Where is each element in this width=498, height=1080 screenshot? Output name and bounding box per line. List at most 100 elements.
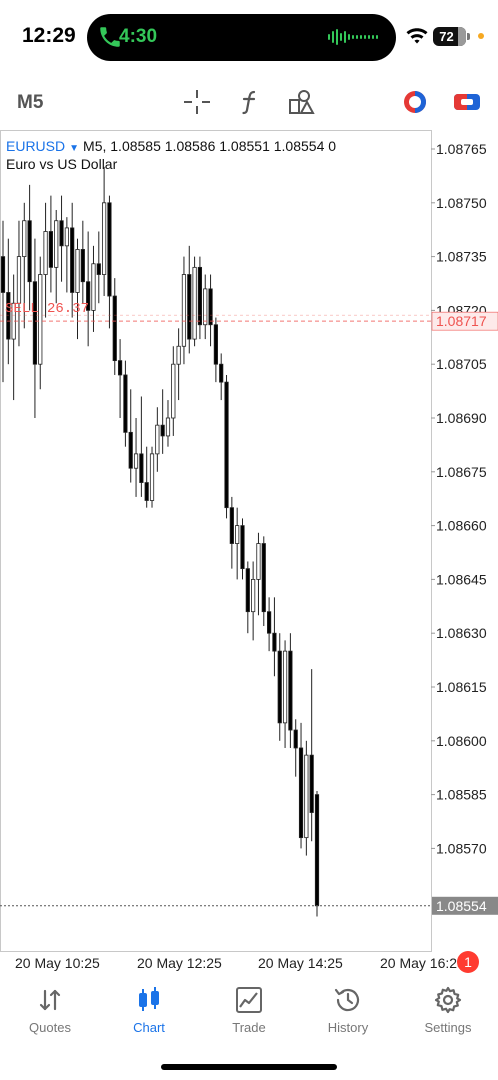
candle-body-bear xyxy=(160,424,165,437)
symbol-description: Euro vs US Dollar xyxy=(6,156,118,172)
candle xyxy=(282,640,288,748)
candle-body-bull xyxy=(155,424,160,455)
chart-icon xyxy=(139,987,159,1011)
candle xyxy=(59,195,64,282)
indicators-icon[interactable] xyxy=(234,88,264,116)
color-scheme-icon[interactable] xyxy=(400,88,430,116)
candle xyxy=(70,202,75,318)
symbol-dropdown-icon[interactable]: ▼ xyxy=(69,143,80,154)
symbol-timeframe: M5 xyxy=(83,138,103,154)
objects-icon[interactable] xyxy=(287,88,317,116)
tab-history[interactable]: History xyxy=(298,980,398,1040)
status-time: 12:29 xyxy=(22,24,76,47)
price-tick-label: 1.08735 xyxy=(436,249,487,265)
tab-quotes[interactable]: Quotes xyxy=(0,980,100,1040)
symbol-header[interactable]: EURUSD ▼ M5, 1.08585 1.08586 1.08551 1.085… xyxy=(6,138,337,154)
candle-body-bear xyxy=(224,381,229,509)
candle-body-bear xyxy=(245,568,250,613)
tab-trade[interactable]: Trade xyxy=(199,980,299,1040)
candle xyxy=(128,389,133,483)
price-tick-label: 1.08750 xyxy=(436,195,487,211)
candle-body-bear xyxy=(261,543,266,613)
wifi-icon xyxy=(406,28,428,44)
candle-body-bear xyxy=(187,274,192,340)
candle-body-bear xyxy=(96,263,101,275)
candle-body-bear xyxy=(139,453,144,483)
candle-body-bull xyxy=(54,220,59,268)
candle xyxy=(208,274,213,347)
candle xyxy=(251,561,256,641)
candle-body-bull xyxy=(75,249,80,293)
price-tick-label: 1.08645 xyxy=(436,571,487,587)
candle xyxy=(22,202,27,329)
candle-body-bear xyxy=(6,292,11,340)
candle-body-bull xyxy=(256,543,261,580)
candle-body-bear xyxy=(293,729,298,749)
candle xyxy=(102,166,107,297)
candle-body-bull xyxy=(102,202,107,275)
candle-body-bear xyxy=(123,374,128,433)
price-tick-label: 1.08570 xyxy=(436,840,487,856)
tab-settings[interactable]: Settings xyxy=(398,980,498,1040)
candle-body-bull xyxy=(171,363,176,419)
candle xyxy=(48,195,53,293)
order-price-label: 1.08717 xyxy=(436,313,487,329)
candle-body-bull xyxy=(64,227,69,247)
candle-body-bear xyxy=(208,288,213,326)
candle xyxy=(80,220,85,304)
home-indicator[interactable] xyxy=(161,1064,337,1070)
price-tick-label: 1.08675 xyxy=(436,464,487,480)
order-price-tag xyxy=(431,311,498,331)
tab-chart[interactable]: Chart xyxy=(99,980,199,1040)
candle xyxy=(256,532,261,616)
candle xyxy=(213,317,218,383)
crosshair-icon[interactable] xyxy=(182,88,212,116)
symbol-name[interactable]: EURUSD xyxy=(6,138,66,154)
candle-body-bear xyxy=(59,220,64,247)
candle-body-bear xyxy=(229,507,234,544)
candle-body-bear xyxy=(48,231,53,268)
candle xyxy=(117,339,123,418)
candle-body-bear xyxy=(197,266,203,326)
battery-indicator: 72 xyxy=(433,27,466,46)
candle xyxy=(309,669,314,842)
candle xyxy=(235,507,240,580)
price-chart[interactable]: 1.08765 1.08750 1.08735 1.08720 1.08705 1.086… xyxy=(0,130,498,952)
candle-body-bear xyxy=(277,650,282,724)
candle xyxy=(75,238,80,340)
trade-tab-icon xyxy=(236,987,262,1013)
candle-body-bear xyxy=(272,632,277,652)
mic-indicator-dot xyxy=(478,33,484,39)
history-icon xyxy=(334,988,360,1012)
time-label: 20 May 14:25 xyxy=(258,955,343,971)
one-click-trade-icon[interactable] xyxy=(452,88,482,116)
candle-body-bear xyxy=(240,525,245,570)
settings-notification-badge: 1 xyxy=(457,951,479,973)
call-timer: 4:30 xyxy=(119,26,158,47)
candle xyxy=(245,561,250,634)
candle-body-bear xyxy=(112,295,117,362)
time-label: 20 May 10:25 xyxy=(15,955,100,971)
order-line-label[interactable]: SELL 26.37 xyxy=(5,301,89,317)
candle xyxy=(181,256,187,365)
timeframe-button[interactable]: M5 xyxy=(17,92,44,113)
candle xyxy=(288,633,293,748)
candle xyxy=(86,231,91,347)
candle xyxy=(123,360,128,447)
candle xyxy=(272,597,277,677)
candle-body-bull xyxy=(192,266,197,340)
chart-canvas[interactable]: 1.087651.087501.087351.087201.087051.086… xyxy=(0,130,498,952)
candle xyxy=(112,278,117,375)
price-tick-label: 1.08705 xyxy=(436,356,487,372)
candle xyxy=(298,722,304,849)
price-tick-label: 1.08765 xyxy=(436,141,487,157)
candle-body-bear xyxy=(80,249,85,283)
candle xyxy=(187,245,192,354)
candle xyxy=(197,256,203,340)
candle-body-bull xyxy=(165,417,171,437)
candle-body-bear xyxy=(298,747,304,839)
candle xyxy=(27,184,32,311)
candle-body-bear xyxy=(288,650,293,731)
candle xyxy=(160,389,165,454)
status-bar: 12:29 4:30 72 xyxy=(0,0,498,70)
